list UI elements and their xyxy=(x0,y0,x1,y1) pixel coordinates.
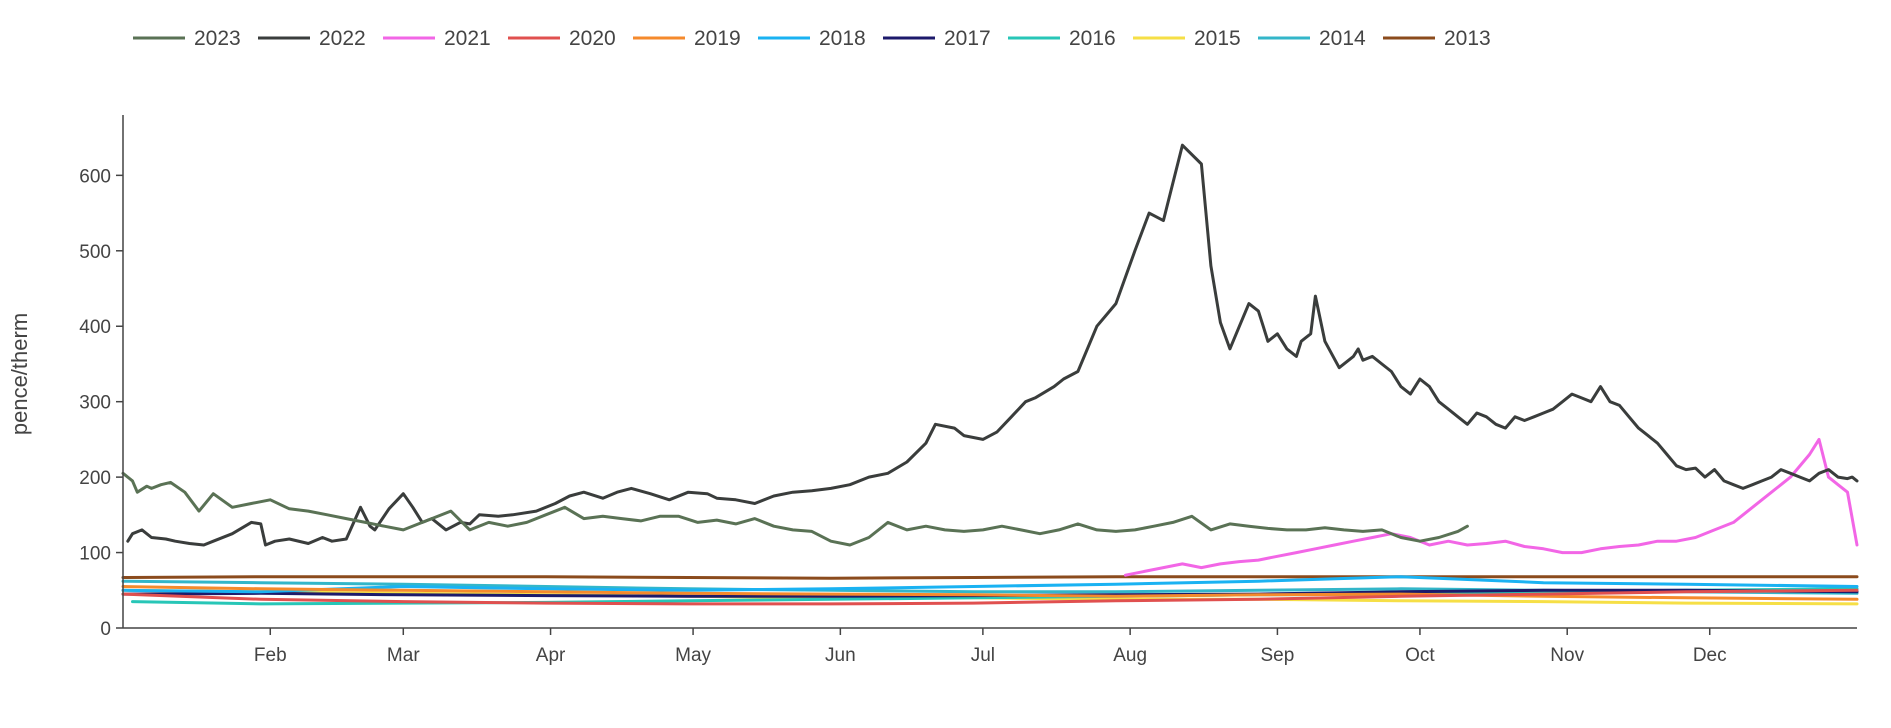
y-tick-label: 600 xyxy=(79,166,111,187)
x-tick-label: Oct xyxy=(1405,645,1435,666)
x-tick-label: Nov xyxy=(1550,645,1584,666)
series-layer xyxy=(121,143,1859,606)
y-tick-label: 400 xyxy=(79,317,111,338)
legend-item-2014[interactable]: 2014 xyxy=(1258,27,1366,50)
x-tick-label: Feb xyxy=(254,645,287,666)
legend-label: 2017 xyxy=(944,27,991,50)
x-tick-label: Dec xyxy=(1693,645,1727,666)
legend-item-2019[interactable]: 2019 xyxy=(633,27,741,50)
legend-label: 2021 xyxy=(444,27,491,50)
legend-item-2016[interactable]: 2016 xyxy=(1008,27,1116,50)
series-line-2022 xyxy=(126,143,1859,547)
legend-label: 2023 xyxy=(194,27,241,50)
y-tick-label: 300 xyxy=(79,393,111,414)
series-line-2023 xyxy=(121,471,1469,547)
legend-label: 2013 xyxy=(1444,27,1491,50)
legend-label: 2019 xyxy=(694,27,741,50)
x-tick-label: Jun xyxy=(825,645,856,666)
legend-label: 2022 xyxy=(319,27,366,50)
legend-label: 2016 xyxy=(1069,27,1116,50)
x-tick-label: Apr xyxy=(536,645,566,666)
legend-label: 2014 xyxy=(1319,27,1366,50)
axes: 0 100 200 300 400 500 600 Feb Mar Apr May Jun Jul Aug… xyxy=(79,115,1857,666)
legend-item-2015[interactable]: 2015 xyxy=(1133,27,1241,50)
series-line-2020 xyxy=(121,588,1859,606)
y-axis-title: pence/therm xyxy=(7,313,32,435)
y-tick-label: 100 xyxy=(79,544,111,565)
legend[interactable]: 2023 2022 2021 2020 2019 2018 2017 2016 2015 2014… xyxy=(133,27,1491,50)
y-tick-label: 200 xyxy=(79,468,111,489)
legend-label: 2015 xyxy=(1194,27,1241,50)
series-line-2019 xyxy=(121,585,1859,601)
legend-item-2022[interactable]: 2022 xyxy=(258,27,366,50)
x-tick-label: Sep xyxy=(1261,645,1295,666)
y-tick-label: 500 xyxy=(79,242,111,263)
y-tick-label: 0 xyxy=(100,619,111,640)
legend-item-2023[interactable]: 2023 xyxy=(133,27,241,50)
series-line-2021 xyxy=(1123,437,1859,577)
x-tick-label: Aug xyxy=(1113,645,1147,666)
legend-label: 2018 xyxy=(819,27,866,50)
legend-item-2021[interactable]: 2021 xyxy=(383,27,491,50)
legend-item-2020[interactable]: 2020 xyxy=(508,27,616,50)
x-tick-label: Jul xyxy=(971,645,995,666)
legend-label: 2020 xyxy=(569,27,616,50)
x-tick-label: May xyxy=(675,645,711,666)
legend-item-2013[interactable]: 2013 xyxy=(1383,27,1491,50)
series-line-2013 xyxy=(121,575,1859,580)
legend-item-2017[interactable]: 2017 xyxy=(883,27,991,50)
x-tick-label: Mar xyxy=(387,645,420,666)
series-line-2018 xyxy=(121,575,1859,594)
legend-item-2018[interactable]: 2018 xyxy=(758,27,866,50)
